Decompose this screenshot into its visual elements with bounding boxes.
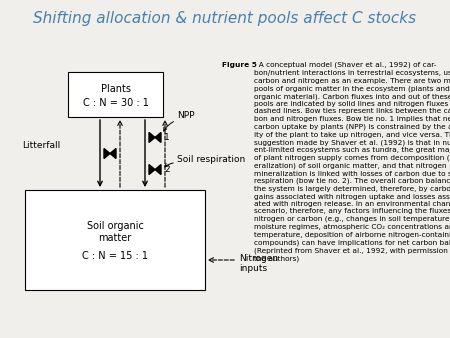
Text: Plants: Plants: [100, 84, 130, 95]
Text: A conceptual model (Shaver et al., 1992) of car-
bon/nutrient interactions in te: A conceptual model (Shaver et al., 1992)…: [254, 62, 450, 262]
Polygon shape: [149, 132, 155, 142]
Text: Soil organic: Soil organic: [86, 221, 144, 231]
Text: matter: matter: [99, 233, 131, 243]
Polygon shape: [110, 148, 116, 159]
Text: Nitrogen
inputs: Nitrogen inputs: [239, 254, 278, 273]
Text: 1: 1: [164, 133, 170, 142]
Text: Shifting allocation & nutrient pools affect C stocks: Shifting allocation & nutrient pools aff…: [33, 10, 417, 25]
Text: C : N = 30 : 1: C : N = 30 : 1: [82, 97, 148, 107]
Text: Soil respiration: Soil respiration: [177, 155, 245, 164]
Text: NPP: NPP: [177, 111, 194, 120]
FancyBboxPatch shape: [68, 72, 163, 117]
Polygon shape: [104, 148, 110, 159]
Text: C : N = 15 : 1: C : N = 15 : 1: [82, 251, 148, 261]
Text: 2: 2: [164, 165, 170, 174]
Text: Figure 5: Figure 5: [222, 62, 257, 68]
FancyBboxPatch shape: [25, 190, 205, 290]
Polygon shape: [149, 165, 155, 174]
Polygon shape: [155, 132, 161, 142]
Text: Litterfall: Litterfall: [22, 141, 60, 150]
Polygon shape: [155, 165, 161, 174]
